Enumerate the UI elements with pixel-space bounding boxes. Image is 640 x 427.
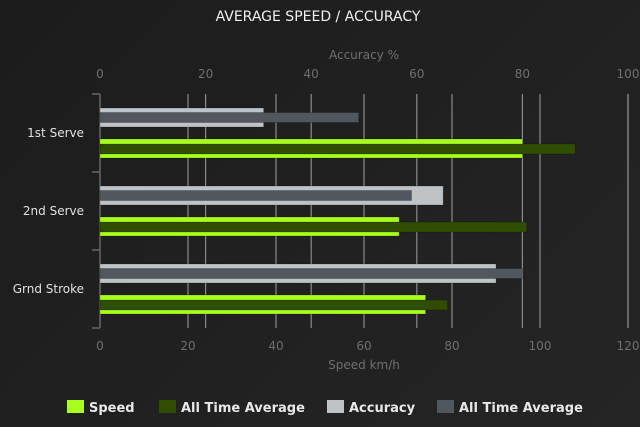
legend-swatch xyxy=(327,400,344,413)
legend-swatch xyxy=(159,400,176,413)
speed-average-bar xyxy=(99,143,576,155)
top-axis-label: Accuracy % xyxy=(329,48,399,62)
top-tick-label: 100 xyxy=(617,67,640,81)
legend-label: Speed xyxy=(89,401,135,416)
legend-label: All Time Average xyxy=(181,401,305,416)
bottom-axis-label: Speed km/h xyxy=(328,358,400,372)
legend-swatch xyxy=(437,400,454,413)
bottom-tick-label: 60 xyxy=(356,339,371,353)
top-tick-label: 0 xyxy=(96,67,104,81)
bottom-tick-label: 120 xyxy=(617,339,640,353)
bottom-tick-label: 40 xyxy=(268,339,283,353)
top-tick-label: 60 xyxy=(409,67,424,81)
accuracy-average-bar xyxy=(99,112,360,123)
category-label: 2nd Serve xyxy=(23,204,84,218)
speed-average-bar xyxy=(99,221,528,233)
speed-average-bar xyxy=(99,299,449,311)
top-tick-label: 80 xyxy=(515,67,530,81)
category-label: 1st Serve xyxy=(27,126,84,140)
accuracy-average-bar xyxy=(99,190,412,201)
top-tick-label: 20 xyxy=(198,67,213,81)
top-tick-label: 40 xyxy=(304,67,319,81)
bottom-tick-label: 80 xyxy=(444,339,459,353)
chart-title: AVERAGE SPEED / ACCURACY xyxy=(216,9,421,25)
bottom-tick-label: 20 xyxy=(180,339,195,353)
legend-label: Accuracy xyxy=(349,401,416,416)
legend-label: All Time Average xyxy=(459,401,583,416)
bottom-tick-label: 100 xyxy=(529,339,552,353)
accuracy-average-bar xyxy=(99,268,523,279)
category-label: Grnd Stroke xyxy=(13,282,84,296)
legend-swatch xyxy=(67,400,84,413)
bottom-tick-label: 0 xyxy=(96,339,104,353)
